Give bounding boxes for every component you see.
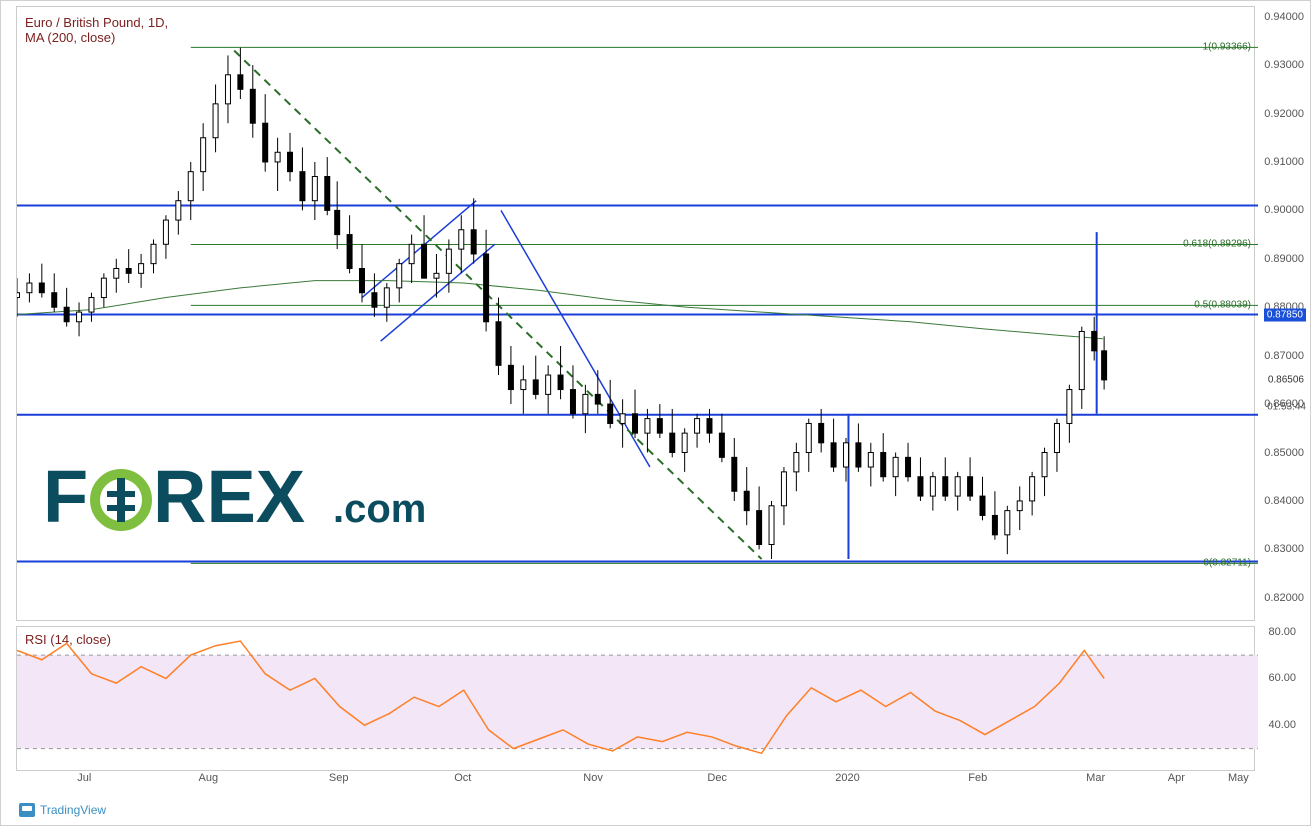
y-axis-label: 0.89000 xyxy=(1264,253,1304,265)
rsi-y-label: 80.00 xyxy=(1268,626,1296,638)
tradingview-footer[interactable]: TradingView xyxy=(19,803,106,817)
rsi-y-label: 40.00 xyxy=(1268,719,1296,731)
x-axis-label: Sep xyxy=(329,772,349,784)
y-axis-label: 0.92000 xyxy=(1264,108,1304,120)
fib-label: 0.618(0.89296) xyxy=(1183,239,1251,250)
current-price: 0.86506 xyxy=(1268,374,1304,385)
x-axis-label: Mar xyxy=(1086,772,1105,784)
y-axis-label: 0.93000 xyxy=(1264,59,1304,71)
y-axis-label: 0.83000 xyxy=(1264,543,1304,555)
y-axis-label: 0.94000 xyxy=(1264,11,1304,23)
price-marker: 0.87850 xyxy=(1264,308,1306,321)
x-axis-label: Jul xyxy=(77,772,91,784)
y-axis-label: 0.84000 xyxy=(1264,495,1304,507)
rsi-y-label: 60.00 xyxy=(1268,672,1296,684)
svg-text:F: F xyxy=(43,455,88,538)
time-axis: Jul Aug Sep Oct Nov Dec 2020 Feb Mar Apr May xyxy=(16,770,1255,790)
x-axis-label: May xyxy=(1228,772,1249,784)
y-axis-label: 0.82000 xyxy=(1264,592,1304,604)
x-axis-label: 2020 xyxy=(835,772,859,784)
x-axis-label: Apr xyxy=(1168,772,1185,784)
y-axis-label: 0.85000 xyxy=(1264,447,1304,459)
rsi-chart[interactable]: RSI (14, close) 40.0060.0080.00 xyxy=(16,626,1255,771)
x-axis-label: Aug xyxy=(199,772,219,784)
y-axis-label: 0.91000 xyxy=(1264,156,1304,168)
y-axis-label: 0.90000 xyxy=(1264,204,1304,216)
tradingview-label: TradingView xyxy=(40,803,106,817)
countdown-timer: 01:53:44 xyxy=(1267,401,1306,412)
tradingview-icon xyxy=(19,803,35,817)
fib-label: 0(0.82711) xyxy=(1203,558,1251,569)
fib-label: 0.5(0.88039) xyxy=(1194,300,1251,311)
price-chart[interactable]: Euro / British Pound, 1D, MA (200, close… xyxy=(16,6,1255,621)
fib-label: 1(0.93366) xyxy=(1203,42,1251,53)
y-axis-label: 0.87000 xyxy=(1264,350,1304,362)
x-axis-label: Oct xyxy=(454,772,471,784)
svg-text:.com: .com xyxy=(333,487,426,531)
svg-text:REX: REX xyxy=(153,455,305,538)
x-axis-label: Dec xyxy=(707,772,727,784)
x-axis-label: Feb xyxy=(968,772,987,784)
x-axis-label: Nov xyxy=(583,772,603,784)
